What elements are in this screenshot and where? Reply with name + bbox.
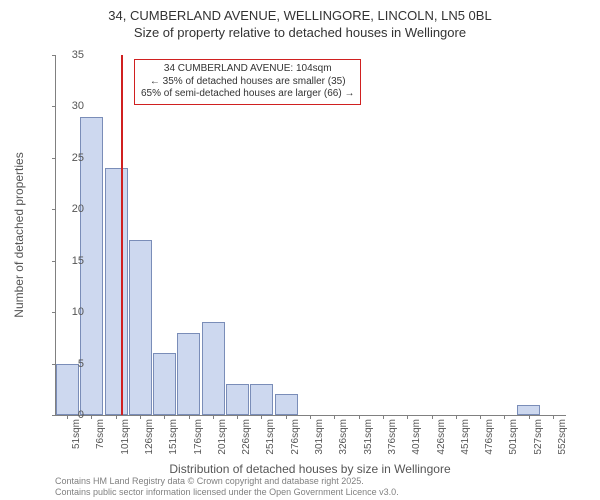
xtick-label: 426sqm bbox=[436, 419, 447, 455]
marker-line bbox=[121, 55, 123, 415]
ytick-label: 30 bbox=[72, 100, 84, 112]
xtick-label: 101sqm bbox=[120, 419, 131, 455]
xtick-mark bbox=[432, 415, 433, 419]
xtick-mark bbox=[480, 415, 481, 419]
histogram-bar bbox=[129, 240, 152, 415]
y-axis-label: Number of detached properties bbox=[12, 152, 26, 317]
histogram-bar bbox=[56, 364, 79, 415]
annotation-line: ← 35% of detached houses are smaller (35… bbox=[141, 76, 354, 89]
histogram-bar bbox=[517, 405, 540, 415]
chart-area: 34 CUMBERLAND AVENUE: 104sqm← 35% of det… bbox=[55, 55, 565, 415]
annotation-line: 34 CUMBERLAND AVENUE: 104sqm bbox=[141, 63, 354, 76]
xtick-label: 251sqm bbox=[265, 419, 276, 455]
xtick-label: 226sqm bbox=[241, 419, 252, 455]
ytick-mark bbox=[52, 158, 56, 159]
xtick-mark bbox=[164, 415, 165, 419]
xtick-mark bbox=[189, 415, 190, 419]
xtick-label: 176sqm bbox=[193, 419, 204, 455]
xtick-label: 527sqm bbox=[533, 419, 544, 455]
xtick-mark bbox=[116, 415, 117, 419]
xtick-mark bbox=[529, 415, 530, 419]
xtick-mark bbox=[237, 415, 238, 419]
ytick-label: 20 bbox=[72, 203, 84, 215]
xtick-label: 126sqm bbox=[144, 419, 155, 455]
ytick-label: 35 bbox=[72, 49, 84, 61]
xtick-mark bbox=[504, 415, 505, 419]
ytick-label: 10 bbox=[72, 306, 84, 318]
ytick-label: 25 bbox=[72, 152, 84, 164]
ytick-mark bbox=[52, 261, 56, 262]
ytick-mark bbox=[52, 55, 56, 56]
annotation-box: 34 CUMBERLAND AVENUE: 104sqm← 35% of det… bbox=[134, 59, 361, 105]
ytick-label: 0 bbox=[78, 409, 84, 421]
ytick-mark bbox=[52, 209, 56, 210]
ytick-mark bbox=[52, 312, 56, 313]
x-axis-label: Distribution of detached houses by size … bbox=[55, 462, 565, 476]
chart-title: 34, CUMBERLAND AVENUE, WELLINGORE, LINCO… bbox=[0, 0, 600, 42]
histogram-bar bbox=[202, 322, 225, 415]
histogram-bar bbox=[250, 384, 273, 415]
title-line-1: 34, CUMBERLAND AVENUE, WELLINGORE, LINCO… bbox=[0, 8, 600, 25]
xtick-mark bbox=[553, 415, 554, 419]
histogram-bar bbox=[177, 333, 200, 415]
ytick-label: 15 bbox=[72, 255, 84, 267]
chart-container: 34, CUMBERLAND AVENUE, WELLINGORE, LINCO… bbox=[0, 0, 600, 500]
histogram-bar bbox=[105, 168, 128, 415]
xtick-mark bbox=[383, 415, 384, 419]
footer-line-2: Contains public sector information licen… bbox=[55, 487, 399, 498]
xtick-label: 51sqm bbox=[71, 419, 82, 449]
xtick-mark bbox=[310, 415, 311, 419]
xtick-label: 501sqm bbox=[508, 419, 519, 455]
xtick-label: 351sqm bbox=[363, 419, 374, 455]
ytick-label: 5 bbox=[78, 358, 84, 370]
xtick-mark bbox=[67, 415, 68, 419]
plot-region: 34 CUMBERLAND AVENUE: 104sqm← 35% of det… bbox=[55, 55, 566, 416]
xtick-mark bbox=[407, 415, 408, 419]
xtick-label: 376sqm bbox=[387, 419, 398, 455]
xtick-label: 326sqm bbox=[338, 419, 349, 455]
xtick-mark bbox=[140, 415, 141, 419]
xtick-mark bbox=[359, 415, 360, 419]
histogram-bar bbox=[153, 353, 176, 415]
footer-line-1: Contains HM Land Registry data © Crown c… bbox=[55, 476, 399, 487]
ytick-mark bbox=[52, 106, 56, 107]
xtick-label: 151sqm bbox=[168, 419, 179, 455]
footer-attribution: Contains HM Land Registry data © Crown c… bbox=[55, 476, 399, 498]
xtick-mark bbox=[213, 415, 214, 419]
xtick-mark bbox=[261, 415, 262, 419]
annotation-line: 65% of semi-detached houses are larger (… bbox=[141, 88, 354, 101]
xtick-mark bbox=[334, 415, 335, 419]
title-line-2: Size of property relative to detached ho… bbox=[0, 25, 600, 42]
xtick-mark bbox=[456, 415, 457, 419]
xtick-label: 476sqm bbox=[484, 419, 495, 455]
xtick-mark bbox=[286, 415, 287, 419]
xtick-label: 276sqm bbox=[290, 419, 301, 455]
xtick-label: 76sqm bbox=[95, 419, 106, 449]
histogram-bar bbox=[226, 384, 249, 415]
xtick-mark bbox=[91, 415, 92, 419]
xtick-label: 451sqm bbox=[460, 419, 471, 455]
ytick-mark bbox=[52, 415, 56, 416]
xtick-label: 552sqm bbox=[557, 419, 568, 455]
xtick-label: 401sqm bbox=[411, 419, 422, 455]
xtick-label: 201sqm bbox=[217, 419, 228, 455]
histogram-bar bbox=[275, 394, 298, 415]
xtick-label: 301sqm bbox=[314, 419, 325, 455]
